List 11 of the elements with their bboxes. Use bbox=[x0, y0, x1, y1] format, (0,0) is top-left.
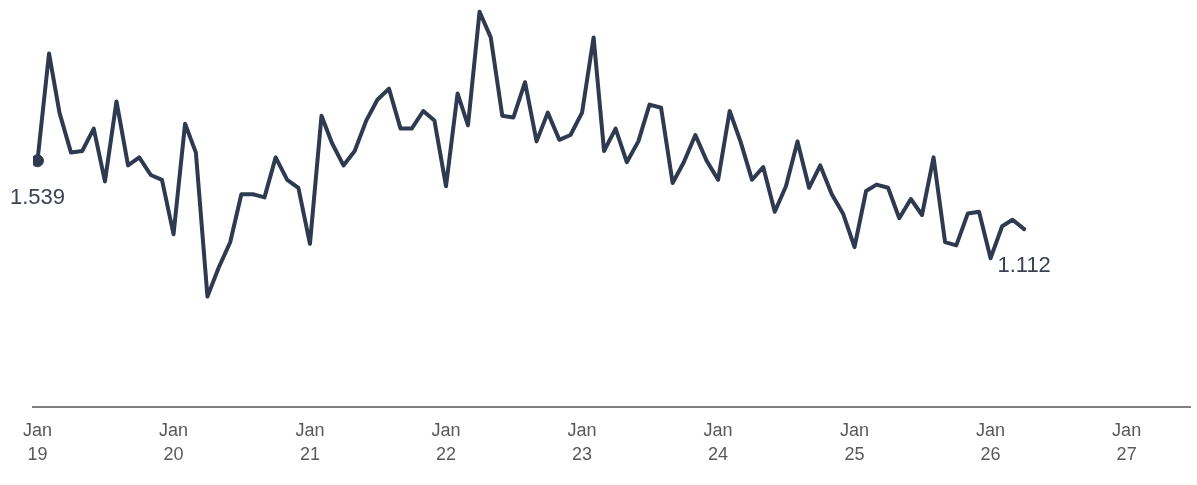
data-label: 1.112 bbox=[997, 252, 1051, 278]
x-tick-label: Jan 26 bbox=[976, 420, 1006, 465]
x-tick-label: Jan 20 bbox=[159, 420, 189, 465]
x-tick-label: Jan 25 bbox=[840, 420, 870, 465]
x-tick-label: Jan 27 bbox=[1112, 420, 1142, 465]
x-tick-label: Jan 19 bbox=[22, 420, 52, 465]
x-tick-label: Jan 22 bbox=[431, 420, 461, 465]
x-tick-label: Jan 23 bbox=[567, 420, 597, 465]
x-tick-label: Jan 21 bbox=[295, 420, 325, 465]
data-label: 1.539 bbox=[9, 183, 65, 209]
x-tick-label: Jan 24 bbox=[703, 420, 733, 465]
